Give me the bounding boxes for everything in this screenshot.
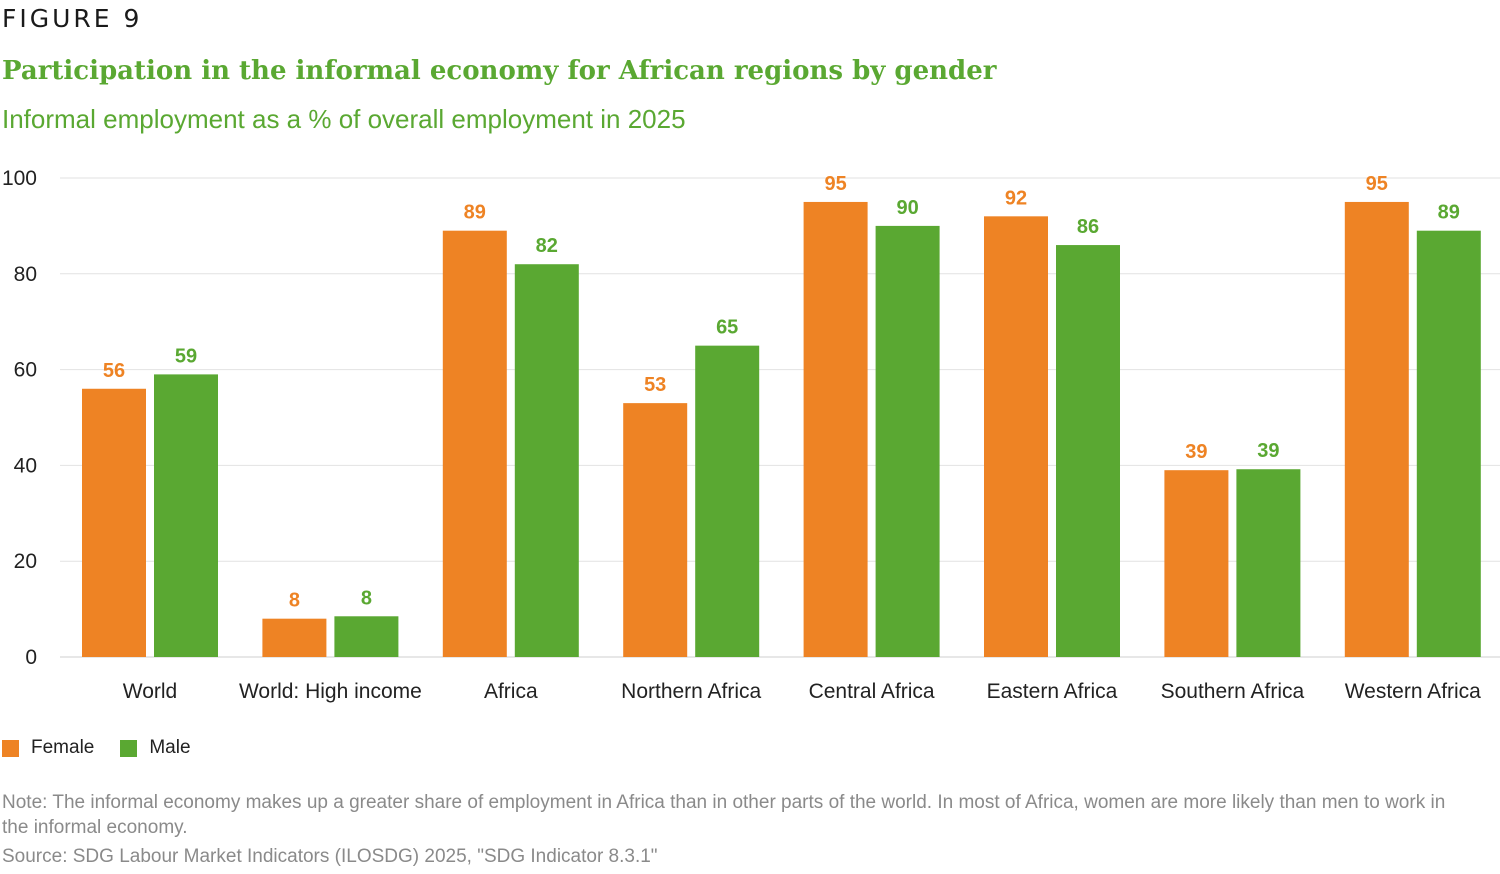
- data-label-male: 8: [361, 587, 372, 609]
- bar-female: [623, 403, 688, 657]
- x-tick-label: World: High income: [239, 680, 422, 703]
- legend: Female Male: [2, 737, 217, 759]
- bar-male: [1236, 469, 1301, 657]
- data-label-female: 89: [464, 202, 486, 224]
- data-label-male: 89: [1438, 202, 1460, 224]
- chart-source: Source: SDG Labour Market Indicators (IL…: [2, 846, 658, 867]
- legend-label-male: Male: [149, 737, 191, 758]
- data-label-male: 65: [716, 317, 738, 339]
- y-tick-label: 20: [14, 550, 37, 573]
- bar-female: [82, 388, 146, 657]
- bar-female: [1344, 201, 1409, 657]
- bar-male: [514, 264, 579, 657]
- x-tick-label: Northern Africa: [621, 680, 761, 703]
- bar-female: [984, 216, 1048, 657]
- bar-female: [1164, 470, 1229, 657]
- data-label-male: 86: [1077, 216, 1099, 238]
- bar-female: [262, 618, 327, 657]
- bar-male: [334, 616, 399, 657]
- data-label-male: 59: [175, 345, 197, 367]
- x-tick-label: Central Africa: [809, 680, 935, 703]
- data-label-female: 95: [1366, 173, 1388, 195]
- data-label-female: 56: [103, 360, 125, 382]
- data-label-female: 39: [1185, 441, 1207, 463]
- data-label-female: 53: [644, 374, 666, 396]
- bar-male: [875, 225, 940, 657]
- bar-male: [1416, 230, 1481, 657]
- legend-swatch-female: [2, 739, 19, 757]
- data-label-female: 8: [289, 590, 300, 612]
- x-tick-label: Southern Africa: [1161, 680, 1305, 703]
- data-label-female: 92: [1005, 187, 1027, 209]
- legend-item-female: Female: [2, 737, 94, 759]
- bar-female: [442, 230, 507, 657]
- y-tick-label: 40: [14, 454, 37, 477]
- bar-female: [803, 201, 868, 657]
- chart-subtitle: Informal employment as a % of overall em…: [2, 104, 686, 134]
- data-label-male: 82: [536, 235, 558, 257]
- x-tick-label: Africa: [484, 680, 538, 703]
- chart-note: Note: The informal economy makes up a gr…: [2, 792, 1446, 838]
- data-label-male: 90: [896, 197, 918, 219]
- figure-label: FIGURE 9: [2, 4, 143, 33]
- legend-label-female: Female: [31, 737, 95, 758]
- legend-swatch-male: [120, 739, 138, 757]
- bar-chart: 0 20 40 60 80 100 56 59 World 8 8 World: High incom…: [2, 167, 1500, 703]
- x-tick-label: Eastern Africa: [987, 680, 1118, 703]
- legend-item-male: Male: [120, 737, 191, 759]
- y-tick-label: 80: [14, 263, 37, 286]
- x-tick-label: World: [123, 680, 177, 703]
- data-label-female: 95: [824, 173, 846, 195]
- bar-male: [154, 374, 218, 657]
- y-tick-label: 60: [14, 359, 37, 382]
- data-label-male: 39: [1257, 440, 1279, 462]
- bar-male: [695, 345, 760, 657]
- chart-title: Participation in the informal economy fo…: [2, 56, 997, 86]
- x-tick-label: Western Africa: [1345, 680, 1481, 703]
- y-tick-label: 0: [25, 646, 37, 669]
- y-tick-label: 100: [2, 167, 37, 190]
- bar-male: [1056, 245, 1120, 657]
